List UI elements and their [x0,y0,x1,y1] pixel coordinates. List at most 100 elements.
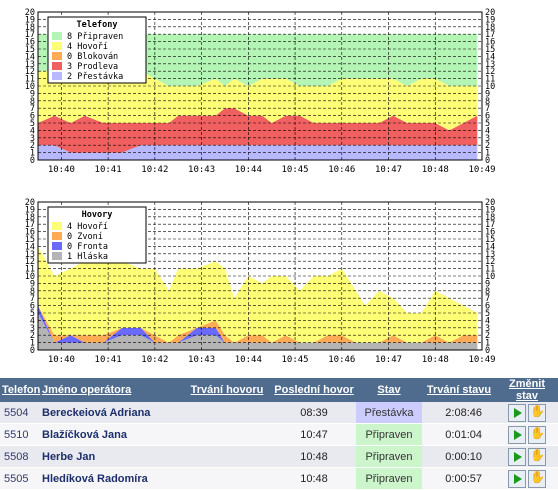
y-tick-right: 10 [485,272,495,282]
col-state-header[interactable]: Stav [356,378,422,402]
x-tick-label: 10:48 [422,355,449,365]
series-area-1-3 [38,246,478,343]
x-tick-label: 10:43 [188,355,215,365]
legend-box [47,206,147,264]
y-tick-left: 0 [30,156,35,166]
play-icon[interactable] [508,403,526,422]
y-tick-right: 6 [485,302,490,312]
cell-last-call: 10:48 [272,467,356,490]
y-tick-right: 20 [485,8,495,18]
cell-actions [496,423,558,446]
y-tick-right: 8 [485,97,490,107]
play-icon[interactable] [508,469,526,488]
y-tick-left: 17 [25,30,35,40]
legend-title: Telefony [77,20,118,30]
y-tick-right: 15 [485,45,495,55]
y-tick-right: 6 [485,112,490,122]
cell-last-call: 10:47 [272,423,356,446]
col-name-header[interactable]: Jméno operátora [40,378,182,402]
col-telefon-header[interactable]: Telefon [0,378,40,402]
col-call-duration-header[interactable]: Trvání hovoru [182,378,272,402]
y-tick-right: 11 [485,265,495,275]
hand-icon[interactable] [528,447,546,466]
y-tick-left: 4 [30,126,35,136]
y-tick-left: 12 [25,257,35,267]
cell-state-duration: 0:00:57 [422,467,496,490]
cell-state: Připraven [356,467,422,490]
x-tick-label: 10:46 [328,355,355,365]
col-state-duration-header[interactable]: Trvání stavu [422,378,496,402]
y-tick-left: 20 [25,198,35,208]
cell-state: Připraven [356,445,422,468]
series-area-1-0 [38,313,478,350]
series-area-0-4 [38,34,478,86]
cell-operator-name: Herbe Jan [40,445,182,468]
y-tick-right: 4 [485,126,490,136]
cell-telefon: 5504 [0,402,40,424]
y-tick-left: 15 [25,235,35,245]
x-tick-label: 10:47 [375,165,402,175]
y-tick-left: 6 [30,112,35,122]
x-tick-label: 10:43 [188,165,215,175]
cell-last-call: 10:48 [272,445,356,468]
y-tick-right: 13 [485,60,495,70]
legend-swatch [52,232,62,240]
x-tick-label: 10:42 [141,165,168,175]
y-tick-left: 13 [25,60,35,70]
legend-swatch [52,52,62,60]
col-last-call-header[interactable]: Poslední hovor [272,378,356,402]
y-tick-right: 1 [485,339,490,349]
x-tick-label: 10:49 [468,165,495,175]
x-tick-label: 10:49 [468,355,495,365]
plot-frame [37,201,483,351]
y-tick-left: 0 [30,346,35,356]
cell-state: Přestávka [356,402,422,424]
y-tick-left: 8 [30,97,35,107]
y-tick-right: 18 [485,213,495,223]
legend-entry: 4 Hovoří [67,222,108,232]
table-row: 5505 Hledíková Radomíra 10:48 Připraven 0:00… [0,467,558,490]
cell-call-duration [182,467,272,490]
y-tick-right: 7 [485,294,490,304]
y-tick-right: 8 [485,287,490,297]
y-tick-left: 17 [25,220,35,230]
legend-entry: 0 Zvoní [67,232,103,242]
cell-actions [496,467,558,490]
legend-swatch [52,62,62,70]
hand-icon[interactable] [528,403,546,422]
hand-icon[interactable] [528,469,546,488]
y-tick-right: 9 [485,279,490,289]
y-tick-right: 11 [485,75,495,85]
series-area-0-3 [38,63,478,131]
play-icon[interactable] [508,425,526,444]
y-tick-left: 14 [25,52,35,62]
y-tick-right: 10 [485,82,495,92]
y-tick-left: 18 [25,23,35,33]
cell-actions [496,402,558,424]
y-tick-left: 10 [25,82,35,92]
y-tick-right: 5 [485,119,490,129]
y-tick-left: 15 [25,45,35,55]
legend-box [47,16,147,84]
y-tick-right: 4 [485,316,490,326]
y-tick-left: 16 [25,38,35,48]
y-tick-right: 5 [485,309,490,319]
y-tick-left: 5 [30,119,35,129]
table-row: 5510 Blažíčková Jana 10:47 Připraven 0:01:04 [0,423,558,446]
x-tick-label: 10:45 [282,165,309,175]
x-tick-label: 10:41 [95,165,122,175]
cell-actions [496,445,558,468]
y-tick-left: 19 [25,205,35,215]
x-tick-label: 10:46 [328,165,355,175]
play-icon[interactable] [508,447,526,466]
plot-frame [37,11,483,161]
cell-call-duration [182,445,272,468]
y-tick-left: 1 [30,339,35,349]
cell-state-duration: 2:08:46 [422,402,496,424]
cell-state-duration: 0:01:04 [422,423,496,446]
hand-icon[interactable] [528,425,546,444]
y-tick-right: 7 [485,104,490,114]
y-tick-left: 6 [30,302,35,312]
